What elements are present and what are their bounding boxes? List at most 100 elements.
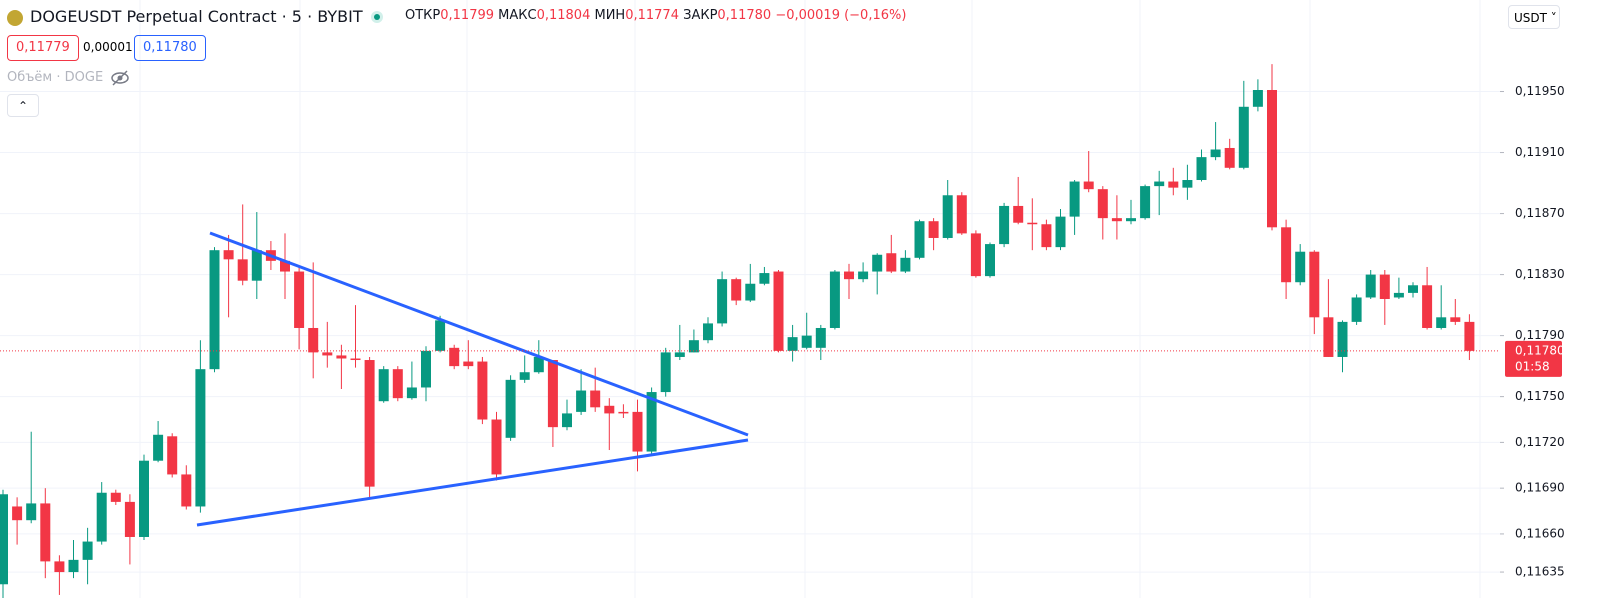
candle-body [1182,180,1193,188]
candle-body [1337,321,1348,357]
candle-body [928,221,939,238]
candle-body [167,436,178,475]
candle-body [96,492,107,542]
candle-body [956,195,967,234]
candle-body [717,279,728,324]
collapse-button[interactable]: ⌃ [7,94,39,117]
candle-body [773,271,784,351]
candle-body [1323,317,1334,357]
candle-body [1408,285,1418,293]
candle-body [26,503,37,521]
candle-body [1154,181,1165,187]
candle-body [392,369,403,399]
candle-body [463,361,474,367]
candle-body [1055,216,1066,248]
ohlc-value: 0,11804 [536,8,591,23]
candle-body [12,506,23,521]
candle-body [674,352,685,357]
candle-body [1097,189,1108,219]
candle-body [886,253,897,272]
candle-body [1351,297,1362,322]
candle-body [632,411,643,452]
candle-body [1083,181,1094,190]
candle-body [604,405,615,414]
candle-body [153,434,164,461]
candle-body [1069,181,1080,217]
candle-body [1267,90,1277,228]
ask-button[interactable]: 0,11780 [134,35,206,61]
candle-body [139,460,149,537]
candle-body [999,205,1010,245]
candle-body [54,561,65,573]
candle-body [280,260,290,272]
candle-body [914,221,925,258]
hide-icon[interactable] [110,69,130,87]
candle-body [308,327,319,353]
candle-body [872,254,883,272]
candle-body [350,358,361,361]
symbol-title[interactable]: DOGEUSDT Perpetual Contract · 5 · BYBIT [30,7,363,26]
candle-body [1224,147,1235,168]
candle-body [1379,274,1390,299]
candle-body [421,350,431,388]
candle-body [68,559,79,573]
volume-label: Объём · DOGE [7,70,104,85]
candle-body [40,503,51,562]
candle-body [731,279,742,301]
y-tick-label: 0,11635 [1515,565,1565,579]
ohlc-label: МИН [594,8,626,23]
bid-button[interactable]: 0,11779 [7,35,79,61]
candle-body [124,501,135,537]
candle-body [646,392,657,452]
trend-line-lower[interactable] [196,438,749,527]
candle-body [1027,222,1038,225]
candle-body [195,369,206,507]
last-price-label: 0,11780 [1515,343,1565,357]
candle-body [844,271,854,280]
candle-body [364,360,375,487]
candle-body [801,335,812,348]
candle-body [209,250,220,370]
candle-body [1309,251,1320,318]
candle-body [829,271,840,328]
candle-body [759,273,770,284]
y-tick-label: 0,11690 [1515,481,1565,495]
candle-body [562,413,572,428]
candle-body [1126,218,1136,222]
candle-body [1140,186,1151,219]
candle-body [703,323,713,341]
currency-select[interactable]: USDT ˅ [1508,5,1560,29]
candle-body [406,387,417,399]
candle-body [491,419,502,475]
candle-body [82,541,93,560]
ohlc-value: 0,11780 [717,8,772,23]
y-tick-label: 0,11870 [1515,206,1565,220]
candle-body [970,233,981,277]
candle-body [1013,205,1024,223]
ohlc-value: 0,11799 [440,8,495,23]
ohlc-value: 0,11774 [625,8,679,23]
change: −0,00019 (−0,16%) [775,8,907,23]
candle-body [787,337,798,351]
candle-body [985,244,995,277]
candle-body [576,390,587,412]
candle-body [660,352,671,393]
candle-body [110,492,121,502]
candle-body [477,361,488,420]
candle-body [1111,218,1122,222]
candle-body [1281,227,1292,283]
candle-body [223,250,234,260]
y-tick-label: 0,11750 [1515,389,1565,403]
candle-body [815,327,826,348]
candle-body [1464,321,1475,351]
trend-line-upper[interactable] [209,231,749,437]
candle-body [336,355,347,359]
y-tick-label: 0,11950 [1515,84,1565,98]
candle-body [1041,224,1052,248]
candle-body [1393,292,1404,298]
candle-body [322,352,333,356]
candle-body [181,474,192,507]
y-tick-label: 0,11720 [1515,435,1565,449]
